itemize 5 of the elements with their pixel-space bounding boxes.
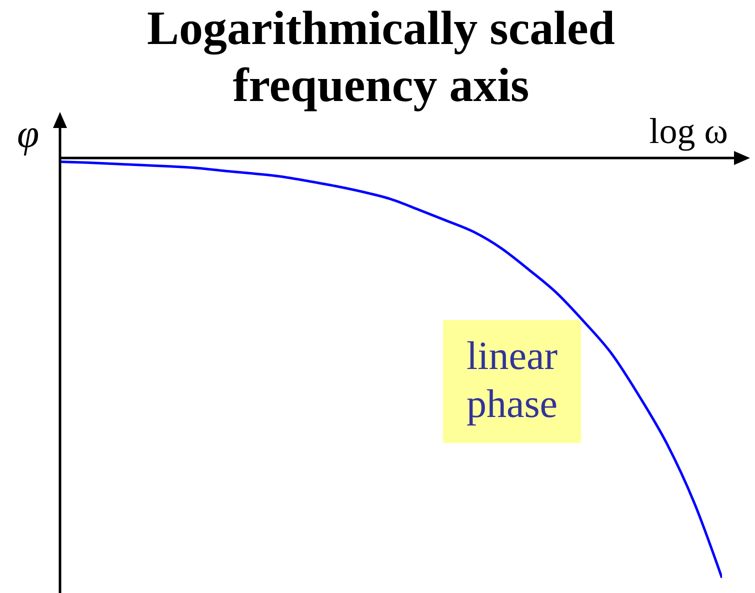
- note-box: linear phase: [443, 320, 581, 443]
- annotation: linear phase: [465, 332, 559, 428]
- y-axis-title: φ: [17, 111, 40, 156]
- chart-title: Logarithmically scaled frequency axis: [147, 2, 615, 112]
- x-axis-title: log ω: [649, 110, 728, 152]
